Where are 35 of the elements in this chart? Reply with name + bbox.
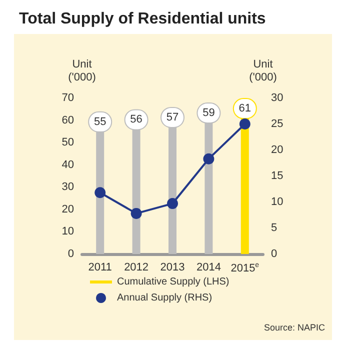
y-tick-label: 20 xyxy=(62,203,74,216)
x-tick-label: 2011 xyxy=(88,262,112,274)
point xyxy=(130,208,142,219)
point xyxy=(239,118,250,130)
y-axis-title: Unit ('000) xyxy=(68,58,96,84)
y-tick-label: 70 xyxy=(62,92,74,104)
x-tick-label: 2014 xyxy=(196,262,221,274)
data-label: 59 xyxy=(202,107,215,120)
y-tick-label: 40 xyxy=(62,158,74,171)
y-tick-label: 0 xyxy=(68,248,74,260)
y-tick-label: 10 xyxy=(62,226,74,238)
source-note: Source: NAPIC xyxy=(264,322,326,332)
x-tick-label: 2012 xyxy=(124,262,149,274)
y2-tick-label: 5 xyxy=(271,222,278,234)
y2-tick-label: 0 xyxy=(271,248,278,260)
y2-tick-label: 25 xyxy=(271,118,284,130)
x-tick-label: 2013 xyxy=(160,262,185,274)
y2-tick-label: 20 xyxy=(271,144,284,156)
data-label: 57 xyxy=(166,111,179,124)
point xyxy=(167,198,178,210)
data-label: 61 xyxy=(238,102,252,115)
data-label: 55 xyxy=(94,116,106,128)
y2-tick-label: 30 xyxy=(271,92,284,104)
point xyxy=(94,187,106,198)
y-tick-label: 30 xyxy=(62,181,74,194)
y2-axis-title: Unit ('000) xyxy=(249,58,277,84)
y-tick-label: 50 xyxy=(62,136,74,149)
y2-tick-label: 10 xyxy=(271,196,284,208)
y2-tick-label: 15 xyxy=(271,170,284,182)
legend-label: Annual Supply (RHS) xyxy=(117,292,212,304)
chart-title: Total Supply of Residential units xyxy=(19,10,266,28)
legend-label: Cumulative Supply (LHS) xyxy=(117,276,230,288)
data-label: 56 xyxy=(130,114,142,126)
point xyxy=(203,153,214,164)
y-tick-label: 60 xyxy=(62,114,74,126)
